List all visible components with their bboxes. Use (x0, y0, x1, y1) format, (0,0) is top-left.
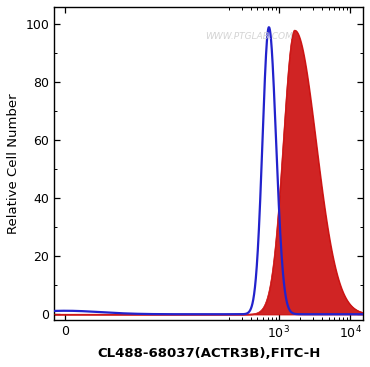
Y-axis label: Relative Cell Number: Relative Cell Number (7, 93, 20, 234)
X-axis label: CL488-68037(ACTR3B),FITC-H: CL488-68037(ACTR3B),FITC-H (97, 347, 320, 360)
Text: WWW.PTGLAB.COM: WWW.PTGLAB.COM (205, 32, 293, 41)
